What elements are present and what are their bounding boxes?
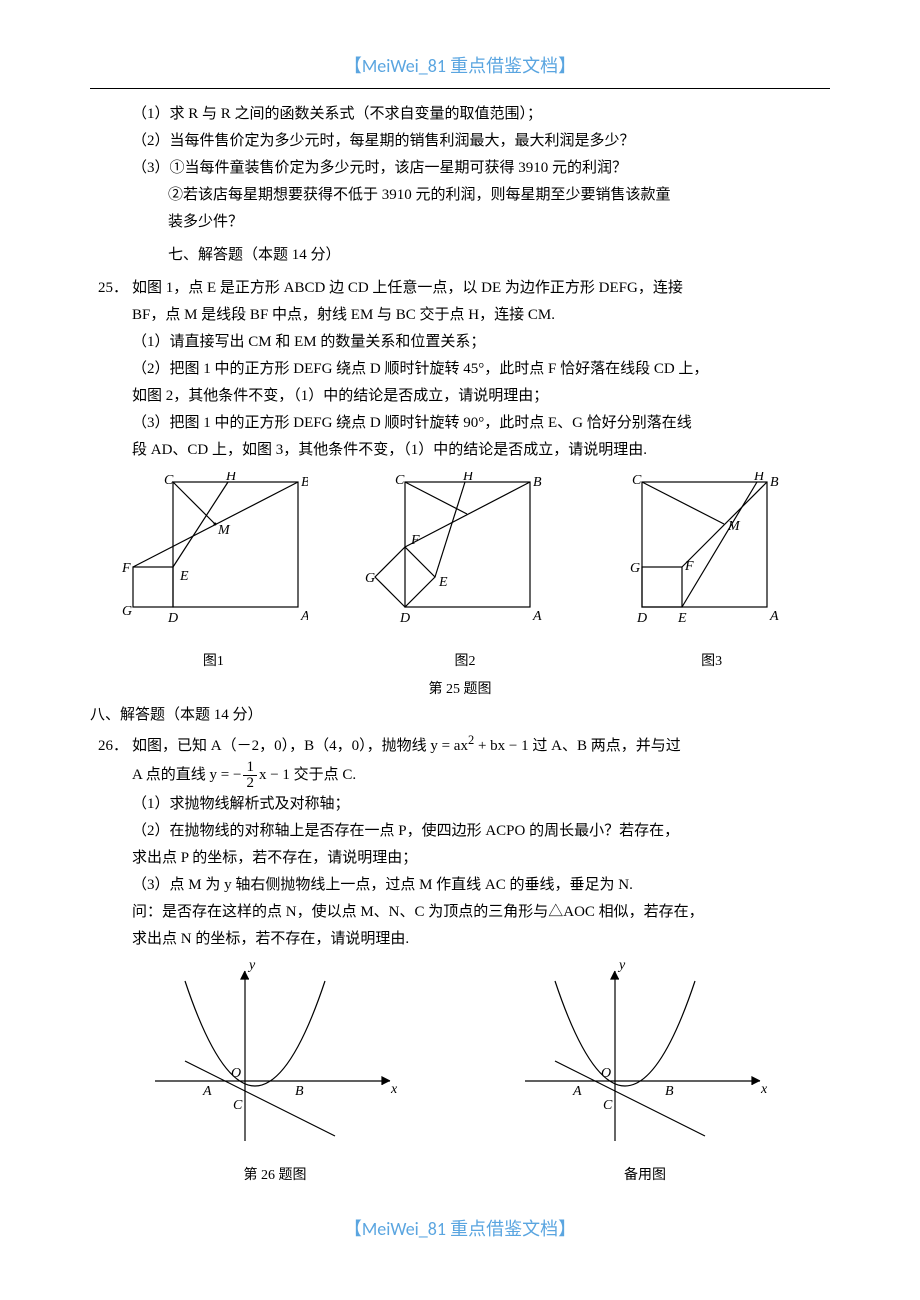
svg-text:B: B <box>770 475 779 490</box>
svg-text:B: B <box>295 1084 304 1099</box>
svg-text:C: C <box>632 473 642 488</box>
svg-text:y: y <box>247 961 256 973</box>
q25-fig3: C H B M F G D E A 图3 <box>622 472 802 674</box>
q26-stem-b: 过 A、B 两点，并与过 <box>529 738 681 754</box>
q25-part1: （1）请直接写出 CM 和 EM 的数量关系和位置关系； <box>90 329 830 356</box>
q25-fig1-caption: 图1 <box>118 649 308 674</box>
q25-fig3-svg: C H B M F G D E A <box>622 472 802 637</box>
q26-stem-line1: 26．如图，已知 A（－2，0），B（4，0），抛物线 y = ax2 + bx… <box>90 729 830 760</box>
svg-text:M: M <box>727 519 741 534</box>
q26-graph-right-svg: y x O A B C <box>515 961 775 1151</box>
q25-stem1: 如图 1，点 E 是正方形 ABCD 边 CD 上任意一点，以 DE 为边作正方… <box>132 280 683 296</box>
q25-stem-line2: BF，点 M 是线段 BF 中点，射线 EM 与 BC 交于点 H，连接 CM. <box>90 302 830 329</box>
svg-text:H: H <box>462 472 474 484</box>
q26-part3c: 求出点 N 的坐标，若不存在，请说明理由. <box>90 926 830 953</box>
q24-part3b: ②若该店每星期想要获得不低于 3910 元的利润，则每星期至少要销售该款童 <box>90 182 830 209</box>
q26-stem-a: 如图，已知 A（－2，0），B（4，0），抛物线 <box>132 738 430 754</box>
q24-part3a: （3）①当每件童装售价定为多少元时，该店一星期可获得 3910 元的利润？ <box>90 155 830 182</box>
footer-brand: 【MeiWei_81 重点借鉴文档】 <box>90 1213 830 1245</box>
q24-part2: （2）当每件售价定为多少元时，每星期的销售利润最大，最大利润是多少？ <box>90 128 830 155</box>
q26-stem-line2: A 点的直线 y = −12x − 1 交于点 C. <box>90 760 830 791</box>
q25-fig2: C H B F G E D A 图2 <box>365 472 565 674</box>
q25-number: 25． <box>90 275 132 302</box>
svg-text:C: C <box>233 1098 243 1113</box>
svg-text:G: G <box>630 561 640 576</box>
svg-text:A: A <box>300 609 308 624</box>
section-8-title: 八、解答题（本题 14 分） <box>90 702 830 729</box>
q26-part2b: 求出点 P 的坐标，若不存在，请说明理由； <box>90 845 830 872</box>
q25-part2a: （2）把图 1 中的正方形 DEFG 绕点 D 顺时针旋转 45°，此时点 F … <box>90 356 830 383</box>
svg-text:E: E <box>179 569 189 584</box>
svg-text:A: A <box>202 1084 212 1099</box>
q25-fig1: C H B M F E G D A 图1 <box>118 472 308 674</box>
svg-text:E: E <box>677 611 687 626</box>
q26-number: 26． <box>90 733 132 760</box>
svg-text:G: G <box>122 604 132 619</box>
q26-fig-left: y x O A B C 第 26 题图 <box>145 961 405 1188</box>
q25-part3b: 段 AD、CD 上，如图 3，其他条件不变，（1）中的结论是否成立，请说明理由. <box>90 437 830 464</box>
q25-part2b: 如图 2，其他条件不变，（1）中的结论是否成立，请说明理由； <box>90 383 830 410</box>
q25-part3a: （3）把图 1 中的正方形 DEFG 绕点 D 顺时针旋转 90°，此时点 E、… <box>90 410 830 437</box>
svg-text:D: D <box>636 611 647 626</box>
q26-eq2: y = −12x − 1 <box>210 767 290 783</box>
header-brand: 【MeiWei_81 重点借鉴文档】 <box>90 50 830 82</box>
q26-graph-left-svg: y x O A B C <box>145 961 405 1151</box>
svg-text:M: M <box>217 523 231 538</box>
q25-fig1-svg: C H B M F E G D A <box>118 472 308 637</box>
q26-graphs-row: y x O A B C 第 26 题图 y x <box>90 961 830 1188</box>
svg-text:C: C <box>603 1098 613 1113</box>
svg-text:A: A <box>769 609 779 624</box>
svg-text:O: O <box>601 1066 611 1081</box>
q24-part3c: 装多少件？ <box>90 209 830 236</box>
svg-text:A: A <box>532 609 542 624</box>
q26-fig-right-caption: 备用图 <box>515 1163 775 1188</box>
svg-text:D: D <box>399 611 410 626</box>
q26-part3b: 问：是否存在这样的点 N，使以点 M、N、C 为顶点的三角形与△AOC 相似，若… <box>90 899 830 926</box>
q25-stem-line1: 25．如图 1，点 E 是正方形 ABCD 边 CD 上任意一点，以 DE 为边… <box>90 275 830 302</box>
q25-figures-row: C H B M F E G D A 图1 C <box>90 472 830 674</box>
svg-text:H: H <box>753 472 765 484</box>
q26-eq1: y = ax2 + bx − 1 <box>430 738 528 754</box>
q26-part2a: （2）在抛物线的对称轴上是否存在一点 P，使四边形 ACPO 的周长最小？若存在… <box>90 818 830 845</box>
svg-text:C: C <box>395 473 405 488</box>
svg-text:x: x <box>760 1082 768 1097</box>
svg-text:O: O <box>231 1066 241 1081</box>
q25-fig2-caption: 图2 <box>365 649 565 674</box>
header-rule <box>90 88 830 89</box>
svg-text:x: x <box>390 1082 398 1097</box>
q25-fig2-svg: C H B F G E D A <box>365 472 565 637</box>
svg-text:C: C <box>164 473 174 488</box>
svg-text:B: B <box>665 1084 674 1099</box>
section-7-title: 七、解答题（本题 14 分） <box>90 242 830 269</box>
svg-text:E: E <box>438 575 448 590</box>
q26-part3a: （3）点 M 为 y 轴右侧抛物线上一点，过点 M 作直线 AC 的垂线，垂足为… <box>90 872 830 899</box>
svg-text:A: A <box>572 1084 582 1099</box>
svg-text:F: F <box>684 559 694 574</box>
svg-text:F: F <box>121 561 131 576</box>
svg-text:B: B <box>533 475 542 490</box>
page: 【MeiWei_81 重点借鉴文档】 （1）求 R 与 R 之间的函数关系式（不… <box>0 0 920 1300</box>
svg-text:y: y <box>617 961 626 973</box>
q26-fig-left-caption: 第 26 题图 <box>145 1163 405 1188</box>
svg-text:B: B <box>301 475 308 490</box>
svg-text:G: G <box>365 571 375 586</box>
q24-part1: （1）求 R 与 R 之间的函数关系式（不求自变量的取值范围）； <box>90 101 830 128</box>
svg-text:D: D <box>167 611 178 626</box>
q26-fig-right: y x O A B C 备用图 <box>515 961 775 1188</box>
svg-text:F: F <box>410 533 420 548</box>
svg-text:H: H <box>225 472 237 484</box>
q25-figrow-caption: 第 25 题图 <box>90 677 830 702</box>
q26-part1: （1）求抛物线解析式及对称轴； <box>90 791 830 818</box>
q25-fig3-caption: 图3 <box>622 649 802 674</box>
